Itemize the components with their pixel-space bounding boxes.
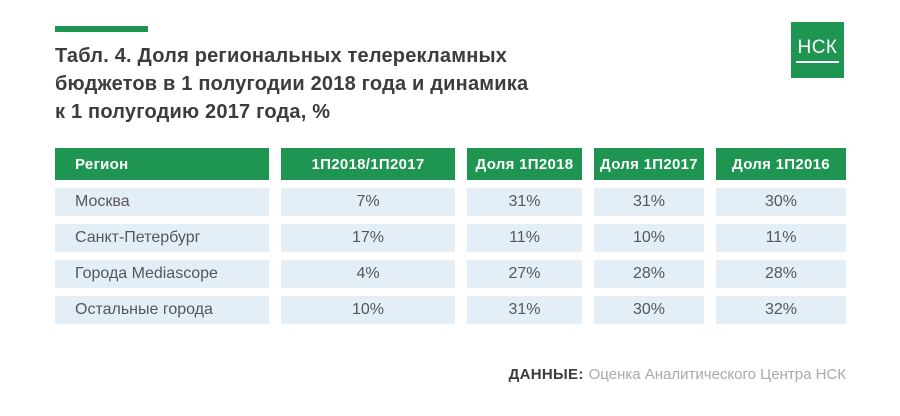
row-spb-region: Санкт-Петербург <box>55 224 269 252</box>
column-header-share-2018: Доля 1П2018 <box>467 148 582 180</box>
row-mediascope-share-2017: 28% <box>594 260 704 288</box>
row-moscow-region: Москва <box>55 188 269 216</box>
row-moscow-share-2016: 30% <box>716 188 846 216</box>
row-other-cities-share-2018: 31% <box>467 296 582 324</box>
column-header-dynamics: 1П2018/1П2017 <box>281 148 455 180</box>
row-other-cities-share-2017: 30% <box>594 296 704 324</box>
regional-budgets-table: Регион 1П2018/1П2017 Доля 1П2018 Доля 1П… <box>55 148 846 324</box>
title-line-1: Табл. 4. Доля региональных телерекламных <box>55 45 508 67</box>
row-moscow-dynamics: 7% <box>281 188 455 216</box>
row-moscow-share-2017: 31% <box>594 188 704 216</box>
data-source-text: Оценка Аналитического Центра НСК <box>588 366 846 383</box>
row-other-cities-share-2016: 32% <box>716 296 846 324</box>
title-line-3: к 1 полугодию 2017 года, % <box>55 101 331 123</box>
row-mediascope-share-2016: 28% <box>716 260 846 288</box>
column-header-share-2016: Доля 1П2016 <box>716 148 846 180</box>
data-source-label: ДАННЫЕ: <box>508 366 584 383</box>
title-accent-bar <box>55 26 148 32</box>
row-mediascope-share-2018: 27% <box>467 260 582 288</box>
column-header-region: Регион <box>55 148 269 180</box>
table-title: Табл. 4. Доля региональных телерекламных… <box>55 42 528 126</box>
data-source: ДАННЫЕ: Оценка Аналитического Центра НСК <box>509 366 846 383</box>
row-spb-dynamics: 17% <box>281 224 455 252</box>
row-mediascope-region: Города Mediascope <box>55 260 269 288</box>
row-spb-share-2018: 11% <box>467 224 582 252</box>
row-mediascope-dynamics: 4% <box>281 260 455 288</box>
column-header-share-2017: Доля 1П2017 <box>594 148 704 180</box>
row-spb-share-2017: 10% <box>594 224 704 252</box>
row-spb-share-2016: 11% <box>716 224 846 252</box>
nsk-logo-text: НСК <box>796 38 839 63</box>
row-other-cities-dynamics: 10% <box>281 296 455 324</box>
title-line-2: бюджетов в 1 полугодии 2018 года и динам… <box>55 73 529 95</box>
row-other-cities-region: Остальные города <box>55 296 269 324</box>
row-moscow-share-2018: 31% <box>467 188 582 216</box>
nsk-logo: НСК <box>791 22 844 78</box>
